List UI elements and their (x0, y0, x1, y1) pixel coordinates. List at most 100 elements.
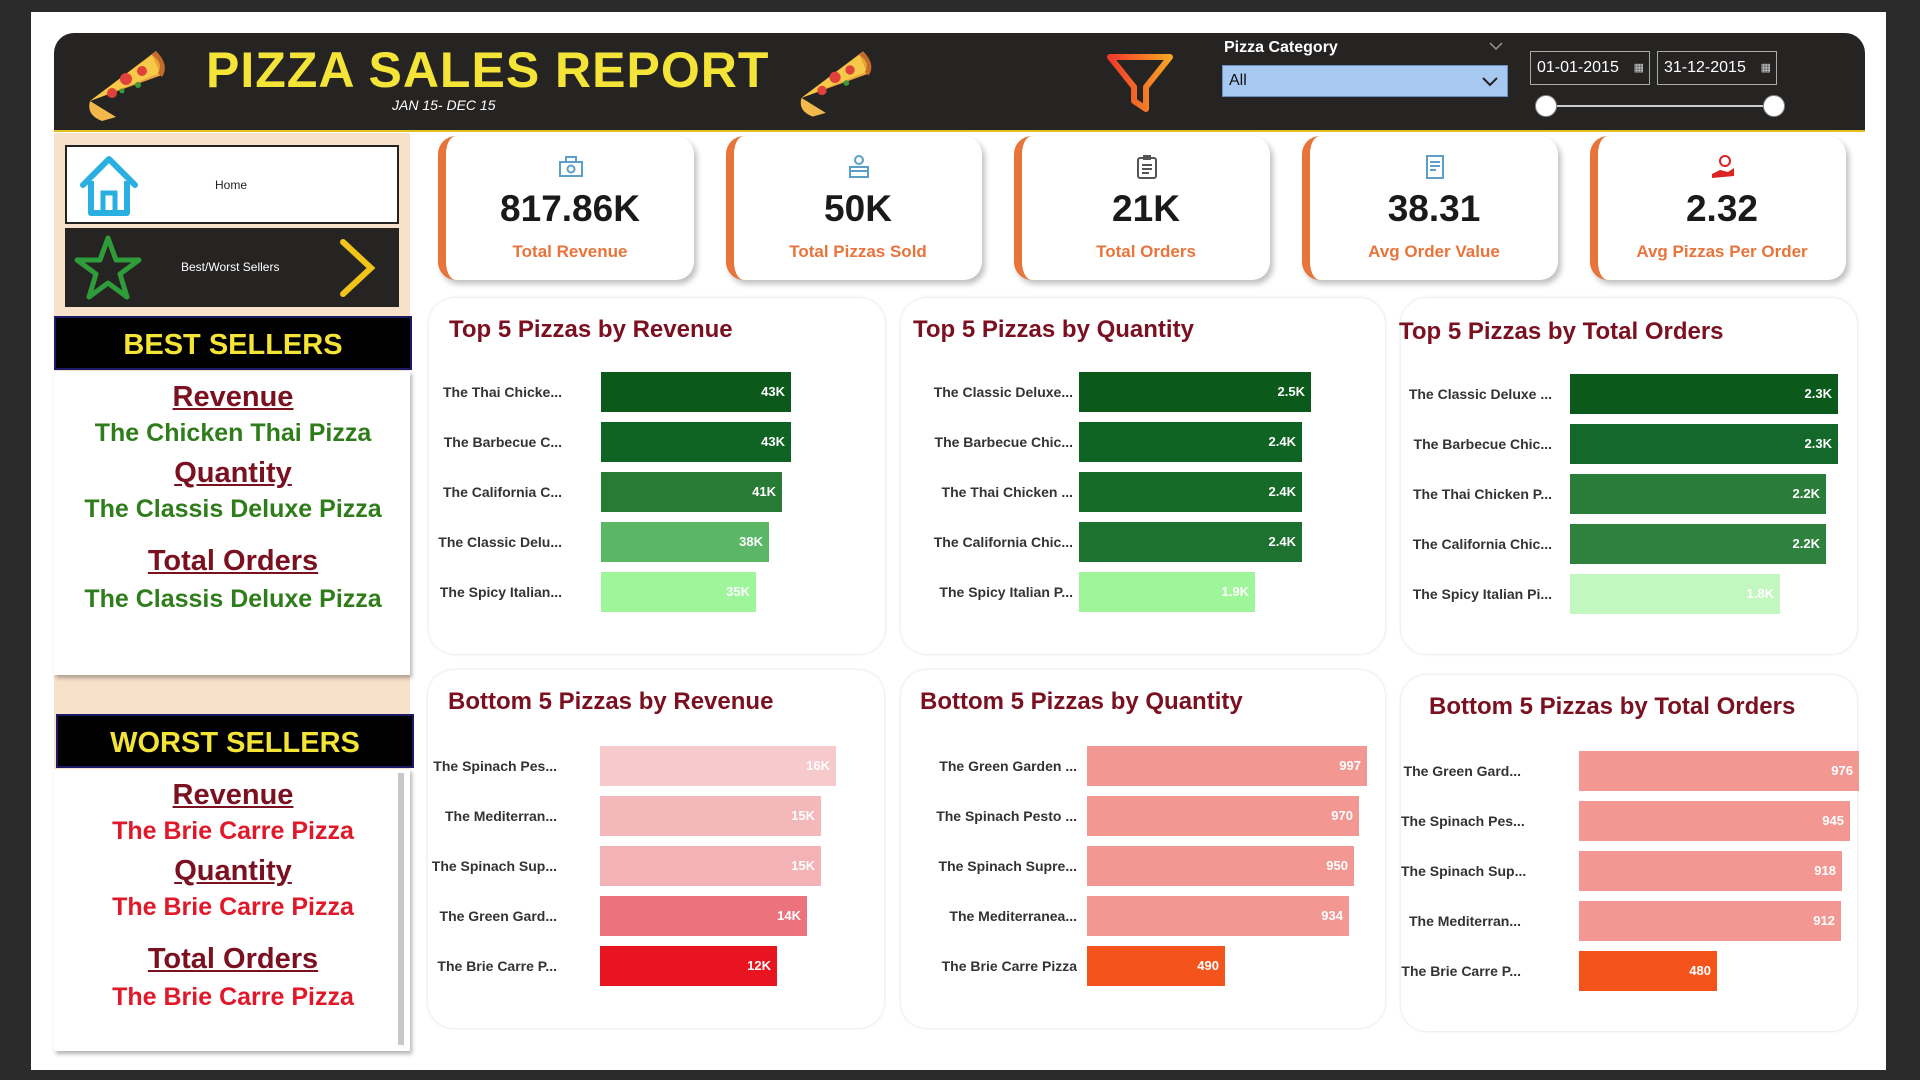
chart-bar[interactable]: 2.2K (1570, 524, 1826, 564)
chart-bar[interactable]: 43K (601, 422, 791, 462)
end-date-value: 31-12-2015 (1664, 59, 1746, 76)
star-icon (74, 235, 142, 300)
bar-category-label: The Spinach Pes... (1401, 813, 1525, 829)
chart-bar[interactable]: 997 (1087, 746, 1367, 786)
chart-bar[interactable]: 1.9K (1079, 572, 1255, 612)
chart-bar[interactable]: 1.8K (1570, 574, 1780, 614)
pizza-slice-icon (89, 51, 165, 121)
kpi-label: Avg Pizzas Per Order (1636, 242, 1808, 261)
chart-bar[interactable]: 2.3K (1570, 374, 1838, 414)
pizza-category-dropdown[interactable]: All (1222, 65, 1508, 97)
chart-bar[interactable]: 934 (1087, 896, 1349, 936)
bar-category-label: The Green Gard... (1403, 763, 1521, 779)
receipt-icon (1426, 155, 1444, 179)
bar-category-label: The California Chic... (1412, 536, 1552, 552)
filter-icon[interactable] (1104, 47, 1176, 117)
chart-bar[interactable]: 16K (600, 746, 836, 786)
chart-bar[interactable]: 15K (600, 846, 821, 886)
chart-bar[interactable]: 41K (601, 472, 782, 512)
worst-revenue-title: Revenue (172, 779, 294, 811)
bar-category-label: The Spinach Sup... (1401, 863, 1527, 879)
calendar-icon[interactable]: ▦ (1760, 62, 1771, 74)
chart-bar[interactable]: 945 (1579, 801, 1850, 841)
chart-bar[interactable]: 2.5K (1079, 372, 1311, 412)
chevron-down-icon[interactable] (1489, 41, 1503, 51)
bar-data-label: 2.3K (1804, 386, 1832, 401)
bar-data-label: 997 (1339, 758, 1361, 773)
worst-quantity-title: Quantity (174, 855, 292, 887)
bar-category-label: The Brie Carre P... (437, 958, 557, 974)
chart-bar[interactable]: 12K (600, 946, 777, 986)
dropdown-chevron-icon (1482, 77, 1498, 87)
chart-bar[interactable]: 490 (1087, 946, 1225, 986)
chart-bar[interactable]: 918 (1579, 851, 1842, 891)
chart-bar[interactable]: 2.4K (1079, 472, 1302, 512)
home-nav-button[interactable]: Home (65, 145, 399, 224)
pizza-slice-icon-2 (800, 51, 872, 117)
bar-category-label: The Spinach Pes... (433, 758, 557, 774)
chart-bar[interactable]: 15K (600, 796, 821, 836)
chart-title: Bottom 5 Pizzas by Quantity (920, 688, 1243, 715)
bar-data-label: 480 (1689, 963, 1711, 978)
chart-bar[interactable]: 976 (1579, 751, 1859, 791)
bar-category-label: The Mediterranea... (949, 908, 1077, 924)
chart-bar[interactable]: 970 (1087, 796, 1359, 836)
bar-category-label: The California C... (442, 484, 562, 500)
bar-category-label: The Thai Chicke... (442, 384, 562, 400)
chart-title: Top 5 Pizzas by Total Orders (1399, 318, 1724, 345)
chart-top5-orders: Top 5 Pizzas by Total Orders The Classic… (1399, 298, 1857, 654)
date-slider-track[interactable] (1546, 105, 1774, 107)
kpi-card-total-orders: 21K Total Orders (1014, 136, 1270, 280)
bar-data-label: 2.2K (1792, 486, 1820, 501)
worst-orders-value: The Brie Carre Pizza (112, 983, 354, 1011)
bar-category-label: The Barbecue Chic... (934, 434, 1073, 450)
bar-category-label: The Spinach Sup... (431, 858, 557, 874)
start-date-value: 01-01-2015 (1537, 59, 1619, 76)
chart-bar[interactable]: 2.3K (1570, 424, 1838, 464)
pizza-category-value: All (1229, 72, 1247, 89)
bar-category-label: The Barbecue C... (443, 434, 562, 450)
chart-bar[interactable]: 14K (600, 896, 807, 936)
date-slider-end-handle[interactable] (1763, 95, 1785, 117)
bar-data-label: 976 (1831, 763, 1853, 778)
chart-bar[interactable]: 950 (1087, 846, 1354, 886)
bar-data-label: 1.8K (1746, 586, 1774, 601)
bar-data-label: 2.2K (1792, 536, 1820, 551)
kpi-card-avg-pizzas-per-order: 2.32 Avg Pizzas Per Order (1590, 136, 1846, 280)
kpi-value: 50K (824, 188, 892, 229)
chart-bottom5-quantity: Bottom 5 Pizzas by Quantity The Green Ga… (901, 670, 1385, 1028)
chart-bar[interactable]: 2.4K (1079, 522, 1302, 562)
date-slider-start-handle[interactable] (1535, 95, 1557, 117)
chart-bar[interactable]: 912 (1579, 901, 1841, 941)
money-icon (559, 156, 583, 177)
bar-data-label: 41K (752, 484, 776, 499)
chart-bar[interactable]: 2.4K (1079, 422, 1302, 462)
chart-bar[interactable]: 2.2K (1570, 474, 1826, 514)
chart-bar[interactable]: 480 (1579, 951, 1717, 991)
chart-title: Top 5 Pizzas by Revenue (449, 316, 733, 343)
scrollbar[interactable] (398, 773, 404, 1045)
start-date-input[interactable]: 01-01-2015 ▦ (1530, 51, 1650, 85)
bar-category-label: The Green Garden ... (939, 758, 1077, 774)
end-date-input[interactable]: 31-12-2015 ▦ (1657, 51, 1777, 85)
clipboard-icon (1137, 155, 1157, 179)
chart-bar[interactable]: 38K (601, 522, 769, 562)
kpi-label: Total Pizzas Sold (789, 242, 927, 261)
bestworst-nav-button[interactable]: Best/Worst Sellers (65, 228, 399, 307)
calendar-icon[interactable]: ▦ (1633, 62, 1644, 74)
bar-data-label: 16K (806, 758, 830, 773)
home-icon (80, 156, 138, 216)
bar-data-label: 970 (1331, 808, 1353, 823)
bar-category-label: The Spicy Italian... (439, 584, 562, 600)
bar-data-label: 934 (1321, 908, 1343, 923)
bar-data-label: 14K (777, 908, 801, 923)
worst-quantity-value: The Brie Carre Pizza (112, 893, 354, 921)
kpi-value: 21K (1112, 188, 1180, 229)
bar-data-label: 2.5K (1277, 384, 1305, 399)
chart-top5-quantity: Top 5 Pizzas by Quantity The Classic Del… (901, 298, 1385, 654)
bar-category-label: The Barbecue Chic... (1413, 436, 1552, 452)
chart-bar[interactable]: 35K (601, 572, 756, 612)
bar-data-label: 35K (726, 584, 750, 599)
chart-bar[interactable]: 43K (601, 372, 791, 412)
chart-title: Top 5 Pizzas by Quantity (913, 316, 1194, 343)
